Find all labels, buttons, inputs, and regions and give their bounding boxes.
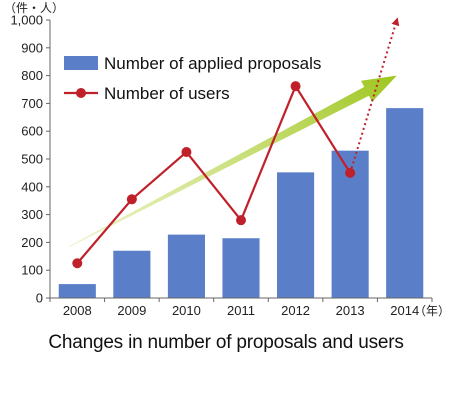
x-tick-label: 2011 xyxy=(227,303,255,318)
users-point xyxy=(181,147,192,158)
users-point xyxy=(126,194,137,205)
y-tick-label: 0 xyxy=(36,291,43,306)
x-tick-label: 2014 xyxy=(390,303,419,318)
users-point xyxy=(72,258,83,269)
chart: Number of applied proposals Number of use… xyxy=(4,1,450,318)
x-tick-label: 2013 xyxy=(336,303,365,318)
bar-2009 xyxy=(113,250,151,298)
y-tick-label: 400 xyxy=(21,179,43,194)
bar-2011 xyxy=(222,238,260,298)
y-tick-label: 100 xyxy=(21,263,43,278)
y-tick-label: 900 xyxy=(21,40,43,55)
users-line xyxy=(76,85,352,264)
x-tick-label: 2012 xyxy=(281,303,310,318)
y-tick-label: 500 xyxy=(21,152,43,167)
legend-swatch-proposals xyxy=(64,56,98,70)
legend-label-proposals: Number of applied proposals xyxy=(104,54,321,73)
users-point xyxy=(236,215,246,226)
x-tick-label: 2008 xyxy=(63,303,92,318)
legend-label-users: Number of users xyxy=(104,84,230,103)
y-unit-label: （件・人） xyxy=(4,1,64,15)
bar-2014 xyxy=(386,108,424,298)
y-tick-label: 1,000 xyxy=(10,13,43,28)
chart-caption: Changes in number of proposals and users xyxy=(48,332,404,353)
bar-2012 xyxy=(277,172,315,298)
projection-arrow xyxy=(349,17,400,174)
x-unit-label: （年） xyxy=(414,304,450,318)
x-tick-label: 2009 xyxy=(117,303,146,318)
y-tick-label: 300 xyxy=(21,207,43,222)
y-tick-label: 600 xyxy=(21,124,43,139)
users-point xyxy=(345,167,356,178)
legend-swatch-users-dot xyxy=(76,88,86,98)
y-tick-label: 200 xyxy=(21,235,43,250)
y-tick-label: 800 xyxy=(21,68,43,83)
bar-2010 xyxy=(167,234,205,298)
bar-2008 xyxy=(58,284,96,298)
y-tick-label: 700 xyxy=(21,96,43,111)
x-tick-label: 2010 xyxy=(172,303,201,318)
users-point xyxy=(290,81,301,92)
